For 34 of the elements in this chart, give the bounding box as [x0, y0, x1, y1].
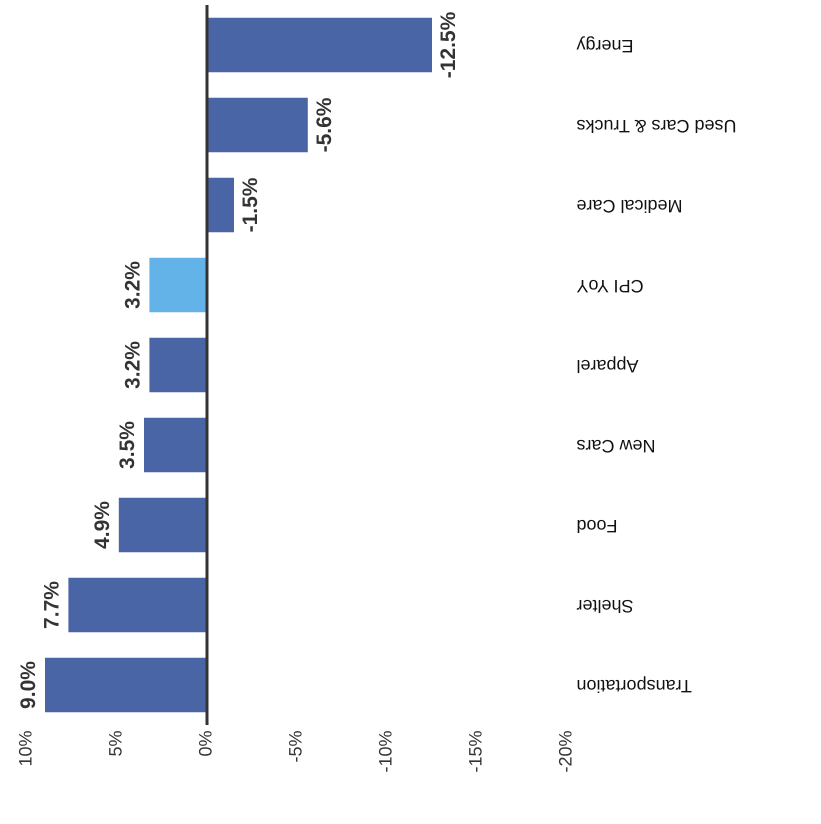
- data-label: 7.7%: [40, 580, 64, 629]
- data-label: -5.6%: [312, 97, 336, 152]
- data-label: 3.2%: [121, 340, 144, 389]
- data-label: 4.9%: [90, 500, 114, 549]
- data-label: 9.0%: [17, 660, 40, 709]
- bar: [207, 18, 432, 72]
- y-tick-label: CPI YoY: [576, 276, 644, 296]
- data-label: -1.5%: [239, 177, 262, 232]
- x-tick-label: -10%: [376, 730, 396, 773]
- x-tick-label: 10%: [16, 730, 36, 767]
- y-tick-label: Medical Care: [576, 196, 683, 216]
- bar: [207, 98, 308, 152]
- x-tick-label: -15%: [466, 730, 486, 773]
- y-tick-label: Shelter: [576, 596, 634, 616]
- x-tick-label: -20%: [556, 730, 576, 773]
- data-label: 3.5%: [116, 420, 139, 469]
- y-tick-label: Apparel: [576, 356, 639, 376]
- bar: [207, 178, 234, 232]
- bar: [149, 338, 207, 392]
- y-tick-label: Transportation: [576, 676, 692, 696]
- bar: [68, 578, 207, 632]
- y-tick-label: New Cars: [576, 436, 656, 456]
- y-tick-label: Used Cars & Trucks: [576, 116, 737, 136]
- bar: [144, 418, 207, 472]
- data-label: -12.5%: [437, 11, 460, 78]
- bar: [149, 258, 207, 312]
- data-label: 3.2%: [121, 260, 144, 309]
- bar: [45, 658, 207, 712]
- y-tick-label: Energy: [576, 36, 634, 56]
- x-tick-label: -5%: [286, 730, 306, 763]
- y-tick-label: Food: [576, 516, 618, 536]
- bar: [118, 498, 207, 552]
- x-tick-label: 5%: [106, 730, 126, 757]
- x-tick-label: 0%: [196, 730, 216, 757]
